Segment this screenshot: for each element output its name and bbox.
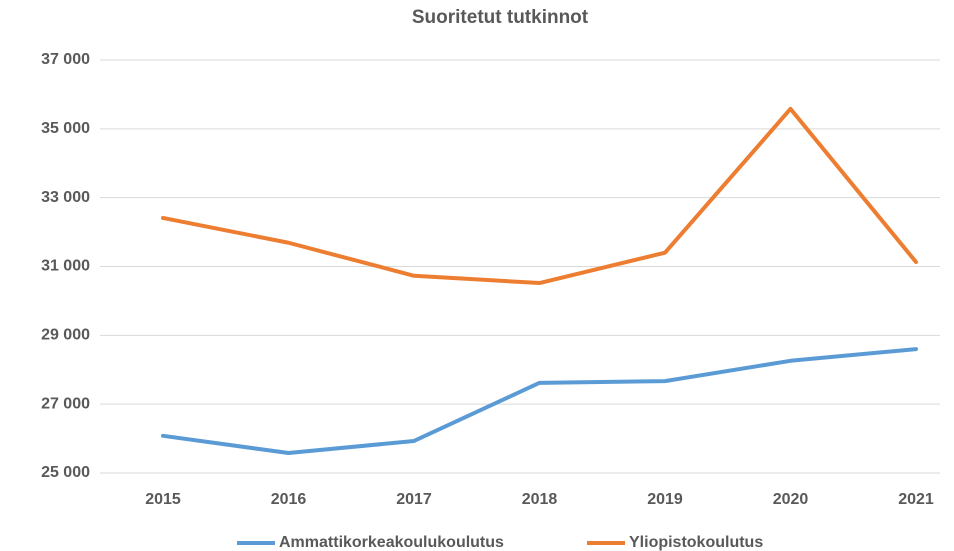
series-line [161,347,918,456]
x-tick-label: 2019 [647,491,683,508]
x-tick-label: 2021 [898,491,934,508]
legend-label: Ammattikorkeakoulukoulutus [279,534,504,551]
x-tick-label: 2016 [271,491,307,508]
x-tick-label: 2015 [145,491,181,508]
y-tick-label: 27 000 [41,395,90,412]
chart-title: Suoritetut tutkinnot [412,7,589,28]
y-tick-label: 33 000 [41,189,90,206]
series-line [161,106,918,286]
y-tick-label: 37 000 [41,51,90,68]
x-tick-label: 2020 [773,491,809,508]
y-tick-label: 35 000 [41,120,90,137]
y-tick-label: 25 000 [41,464,90,481]
x-tick-label: 2017 [396,491,432,508]
y-tick-label: 31 000 [41,258,90,275]
y-tick-label: 29 000 [41,327,90,344]
x-tick-label: 2018 [522,491,558,508]
legend-label: Yliopistokoulutus [629,534,763,551]
